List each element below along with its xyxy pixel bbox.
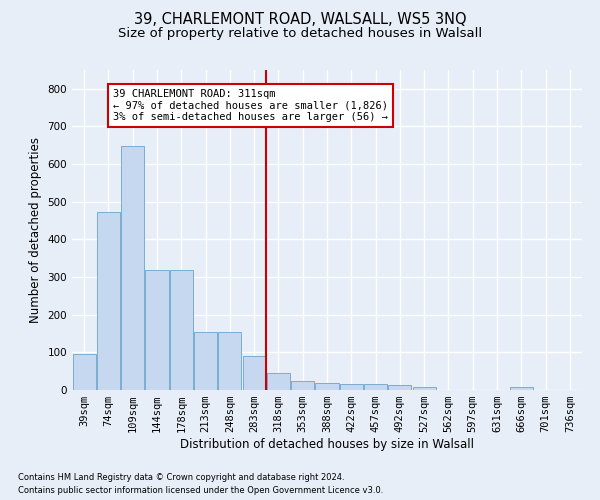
Text: 39, CHARLEMONT ROAD, WALSALL, WS5 3NQ: 39, CHARLEMONT ROAD, WALSALL, WS5 3NQ — [134, 12, 466, 28]
Bar — [291, 380, 314, 390]
Text: Contains public sector information licensed under the Open Government Licence v3: Contains public sector information licen… — [18, 486, 383, 495]
Bar — [267, 373, 290, 390]
Bar — [242, 356, 266, 390]
X-axis label: Distribution of detached houses by size in Walsall: Distribution of detached houses by size … — [180, 438, 474, 451]
Y-axis label: Number of detached properties: Number of detached properties — [29, 137, 42, 323]
Bar — [145, 270, 169, 390]
Bar — [73, 354, 95, 390]
Bar — [316, 383, 338, 390]
Bar — [121, 146, 144, 390]
Bar — [97, 212, 120, 390]
Text: Size of property relative to detached houses in Walsall: Size of property relative to detached ho… — [118, 28, 482, 40]
Bar — [340, 384, 363, 390]
Text: Contains HM Land Registry data © Crown copyright and database right 2024.: Contains HM Land Registry data © Crown c… — [18, 474, 344, 482]
Bar — [510, 388, 533, 390]
Bar — [413, 388, 436, 390]
Bar — [218, 332, 241, 390]
Text: 39 CHARLEMONT ROAD: 311sqm
← 97% of detached houses are smaller (1,826)
3% of se: 39 CHARLEMONT ROAD: 311sqm ← 97% of deta… — [113, 89, 388, 122]
Bar — [388, 385, 412, 390]
Bar — [194, 332, 217, 390]
Bar — [364, 384, 387, 390]
Bar — [170, 270, 193, 390]
